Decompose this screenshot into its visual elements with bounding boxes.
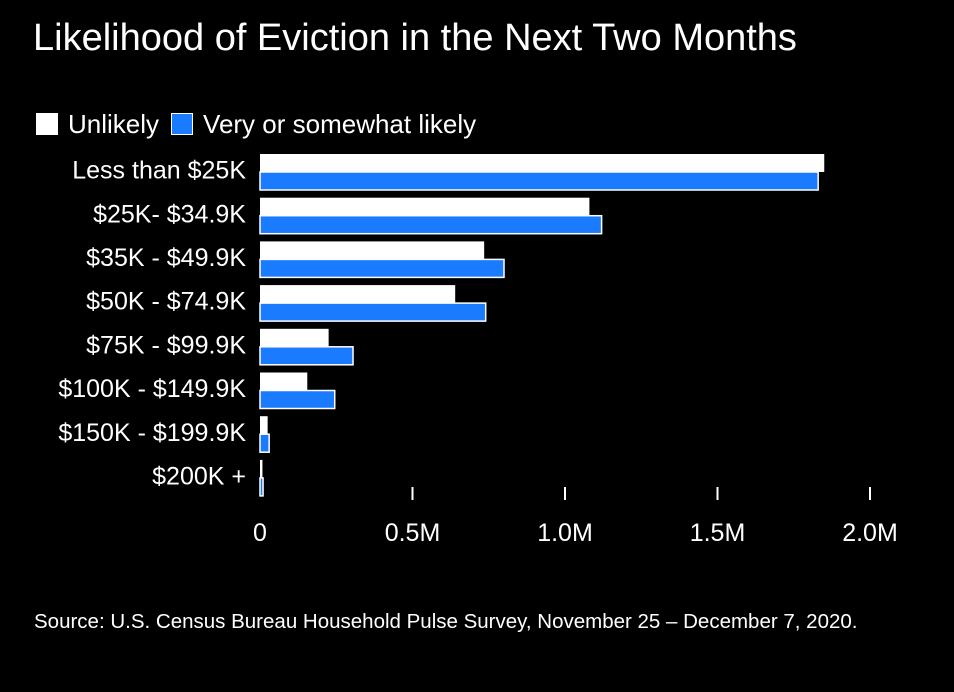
bar-unlikely [260,416,268,435]
bar-unlikely [260,154,825,172]
x-tick-label: 1.0M [537,519,593,547]
bar-likely [259,302,487,322]
bar-unlikely [260,241,485,260]
x-tick-label: 1.5M [690,519,746,547]
bar-unlikely [260,459,263,478]
x-tick-label: 0 [253,519,267,547]
chart-title: Likelihood of Eviction in the Next Two M… [33,17,797,59]
category-label: $100K - $149.9K [58,375,246,403]
bar-unlikely [260,197,590,216]
category-label: $25K- $34.9K [93,200,246,228]
category-label: $35K - $49.9K [86,244,246,272]
legend-label-likely: Very or somewhat likely [203,108,477,139]
bar-unlikely [260,328,329,347]
legend-swatch-unlikely [36,113,58,135]
bar-unlikely [260,372,308,391]
category-label: $75K - $99.9K [86,331,246,359]
x-tick-label: 2.0M [842,519,898,547]
bar-likely [259,477,264,497]
source-note: Source: U.S. Census Bureau Household Pul… [34,610,858,633]
legend-label-unlikely: Unlikely [68,108,160,139]
x-tick-label: 0.5M [385,519,441,547]
bar-likely [259,433,270,453]
bar-likely [259,389,336,410]
legend-item-unlikely: Unlikely [36,109,159,140]
legend-swatch-likely [171,113,194,135]
bar-likely [259,346,354,366]
bar-chart: Less than $25K $25K- $34.9K $35K - $49.9K $… [58,154,898,547]
category-label: Less than $25K [72,157,246,185]
category-label: $150K - $199.9K [58,419,246,447]
bar-likely [259,214,603,235]
legend-item-likely: Very or somewhat likely [171,109,476,140]
bar-likely [259,171,819,191]
bar-likely [259,258,505,279]
legend: Unlikely Very or somewhat likely [36,108,488,140]
bar-unlikely [260,285,456,304]
category-label: $50K - $74.9K [86,288,246,316]
category-label: $200K + [152,463,246,491]
